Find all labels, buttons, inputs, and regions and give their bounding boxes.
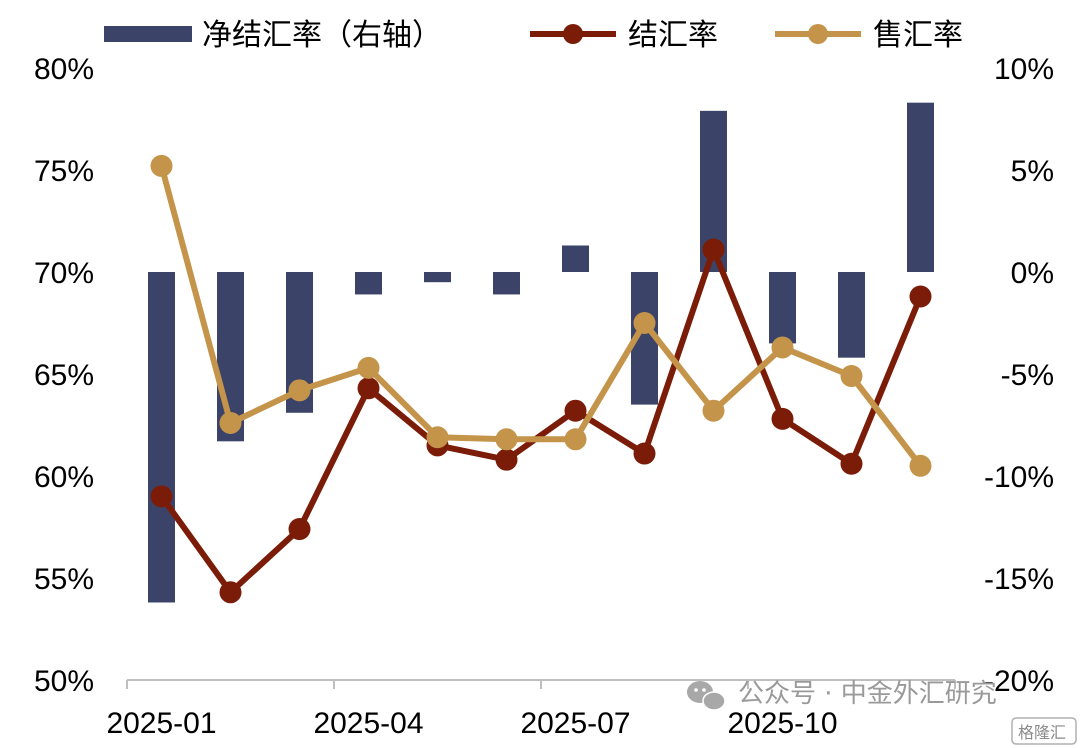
series-2-point	[633, 312, 656, 334]
watermark-text: 公众号 · 中金外汇研究	[738, 679, 997, 709]
right-y-tick-label: -5%	[1001, 359, 1054, 392]
left-y-tick-label: 70%	[34, 257, 94, 290]
series-1-point	[909, 285, 932, 308]
series-1-point	[702, 238, 725, 261]
series-2-point	[564, 428, 587, 451]
x-tick-label: 2025-10	[727, 707, 837, 740]
series-2-point	[840, 365, 863, 388]
series-line-1	[159, 246, 924, 596]
bar	[355, 272, 382, 295]
wechat-icon	[687, 681, 726, 711]
series-line-2	[158, 165, 923, 468]
bar	[562, 245, 589, 272]
right-y-tick-label: -10%	[984, 461, 1054, 494]
right-y-tick-label: 10%	[994, 53, 1054, 86]
legend-label: 净结汇率（右轴）	[202, 18, 442, 53]
badge-text: 格隆汇	[1018, 723, 1066, 742]
watermark: 公众号 · 中金外汇研究 格隆汇	[687, 679, 1077, 745]
bar	[907, 102, 934, 273]
bar	[148, 272, 175, 603]
left-y-tick-label: 60%	[34, 461, 94, 494]
series-2-point	[426, 426, 449, 449]
series-1-point	[357, 377, 380, 400]
x-tick-label: 2025-07	[520, 707, 630, 740]
tick-labels: 80% 75% 70% 65% 60% 55% 50% 10% 5% 0% -5% -10% -15% -…	[34, 53, 1054, 740]
right-y-tick-label: 5%	[1011, 155, 1054, 188]
watermark-badge: 格隆汇	[1011, 717, 1077, 745]
series-1-point	[840, 452, 863, 475]
left-y-tick-label: 80%	[34, 53, 94, 86]
right-y-tick-label: -15%	[984, 563, 1054, 596]
bar	[493, 272, 520, 295]
legend-swatch-marker	[808, 24, 828, 44]
series-1-point	[219, 581, 242, 604]
series-2-point	[288, 379, 311, 402]
bar	[769, 272, 796, 344]
bar	[838, 272, 865, 358]
legend: 净结汇率（右轴） 结汇率 售汇率	[104, 18, 963, 53]
bars	[148, 102, 934, 603]
left-y-tick-label: 65%	[34, 359, 94, 392]
left-y-tick-label: 75%	[34, 155, 94, 188]
left-y-tick-label: 50%	[34, 665, 94, 698]
axes	[126, 679, 956, 689]
right-y-tick-label: 0%	[1011, 257, 1054, 290]
series-2-point	[909, 454, 932, 477]
legend-swatch-marker	[563, 24, 583, 44]
legend-label: 结汇率	[628, 18, 718, 53]
right-y-tick-label: -20%	[984, 665, 1054, 698]
series-1-point	[771, 407, 794, 430]
series-2-point	[495, 428, 518, 451]
x-tick-label: 2025-01	[106, 707, 216, 740]
series-1-point	[495, 448, 518, 471]
series-1-point	[633, 442, 656, 465]
series-2-point	[219, 411, 242, 434]
series-1-point	[288, 518, 311, 541]
left-y-tick-label: 55%	[34, 563, 94, 596]
legend-label: 售汇率	[873, 18, 963, 53]
x-tick-label: 2025-04	[313, 707, 423, 740]
lines	[150, 154, 932, 604]
series-2-point	[771, 336, 794, 359]
legend-swatch-bar	[104, 26, 192, 42]
series-1-point	[150, 485, 173, 508]
series-2-point	[357, 356, 380, 379]
series-1-point	[564, 399, 587, 422]
bar	[424, 272, 451, 283]
series-2-point	[702, 399, 725, 422]
series-2-point	[150, 154, 173, 177]
